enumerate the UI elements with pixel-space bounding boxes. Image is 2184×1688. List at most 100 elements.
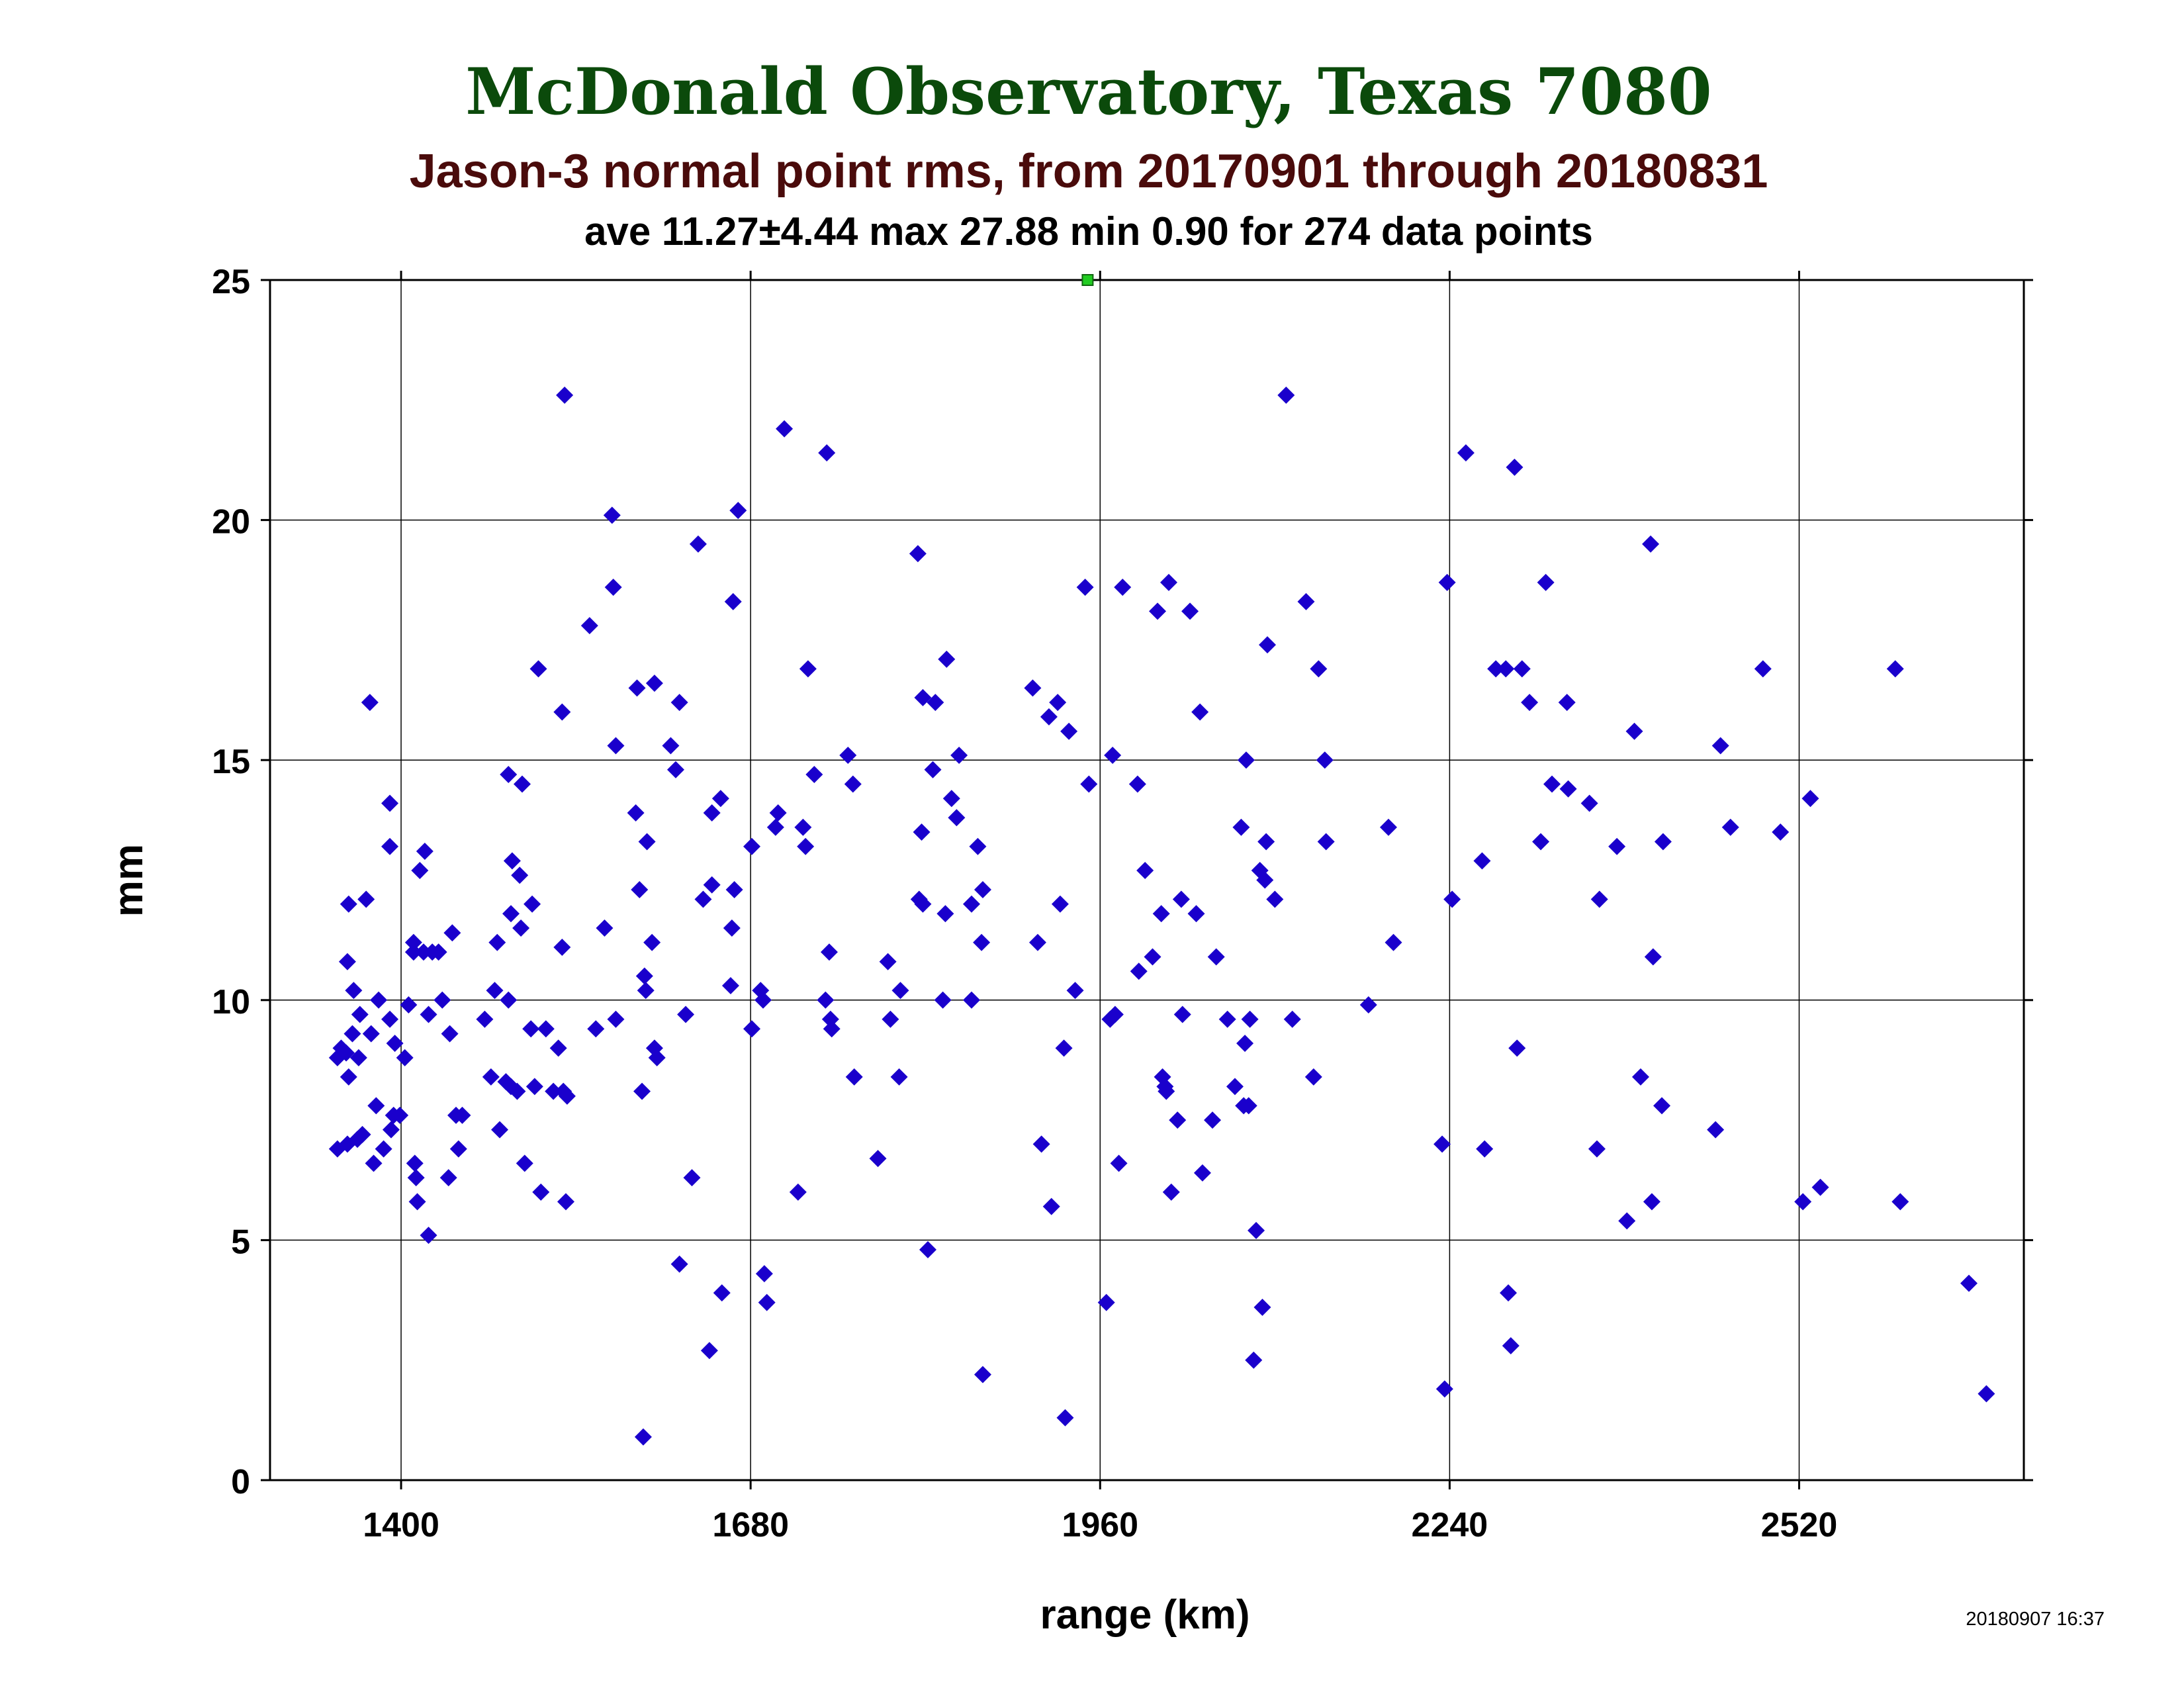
data-point [689, 535, 707, 553]
data-point [882, 1010, 899, 1028]
data-point [1060, 722, 1078, 740]
data-point [1080, 775, 1098, 793]
data-point [635, 967, 653, 985]
data-point [1283, 1010, 1301, 1028]
data-point [407, 1169, 425, 1187]
data-point [1304, 1068, 1322, 1086]
data-point [1642, 535, 1660, 553]
data-point [643, 933, 661, 951]
data-point [776, 420, 794, 438]
y-tick-label: 10 [212, 983, 250, 1021]
data-point [1754, 660, 1772, 678]
data-point [637, 982, 655, 1000]
data-point [414, 943, 432, 961]
data-point [666, 761, 684, 778]
chart-title: McDonald Observatory, Texas 7080 [465, 54, 1711, 129]
data-point [1558, 694, 1576, 712]
data-point [553, 939, 571, 957]
data-point [974, 1366, 991, 1383]
data-point [794, 818, 812, 836]
data-point [1794, 1193, 1812, 1211]
data-point [1162, 1183, 1180, 1201]
data-point [351, 1006, 369, 1023]
data-point [1236, 1035, 1254, 1053]
data-point [396, 1049, 414, 1066]
data-point [361, 694, 379, 712]
data-point [1317, 833, 1335, 851]
data-point [1257, 833, 1275, 851]
data-point [1240, 1097, 1257, 1115]
x-tick-label: 2240 [1412, 1506, 1488, 1544]
data-point [1056, 1409, 1074, 1427]
data-point [628, 679, 646, 697]
data-point [789, 1183, 807, 1201]
data-point [1241, 1010, 1259, 1028]
x-axis-label: range (km) [1040, 1592, 1250, 1638]
data-point [721, 977, 739, 995]
data-point [1114, 579, 1132, 596]
data-point [1181, 602, 1199, 620]
data-point [974, 881, 991, 899]
x-axis-tick-labels: 1400 1680 1960 2240 2520 [363, 1506, 1837, 1544]
y-axis-label: mm [106, 844, 152, 917]
data-point [416, 842, 433, 860]
data-point [381, 794, 399, 812]
data-point [1042, 1197, 1060, 1215]
data-point [1978, 1385, 1995, 1403]
data-point [799, 660, 817, 678]
data-point [805, 765, 823, 783]
data-point [1457, 444, 1475, 462]
data-point [1502, 1336, 1520, 1354]
plot-frame [269, 279, 2025, 1481]
data-point [488, 933, 506, 951]
data-point [1051, 895, 1069, 913]
data-point [936, 905, 954, 923]
data-point [950, 746, 968, 764]
data-point [1707, 1121, 1725, 1139]
data-point [1049, 694, 1067, 712]
data-point [914, 688, 932, 706]
data-point [1104, 746, 1122, 764]
data-point [386, 1035, 404, 1053]
data-point [1248, 1221, 1265, 1239]
data-point [724, 592, 742, 610]
data-point [587, 1020, 605, 1038]
data-point [1588, 1140, 1606, 1158]
data-point [553, 703, 571, 721]
outlier-marker [1081, 274, 1094, 286]
data-point [703, 804, 721, 821]
data-point [1618, 1212, 1636, 1230]
data-point [603, 506, 621, 524]
data-point [694, 890, 712, 908]
data-point [845, 1068, 863, 1086]
data-point [1128, 775, 1146, 793]
data-point [963, 895, 980, 913]
data-point [503, 852, 521, 870]
data-point [522, 1020, 540, 1038]
data-point [1537, 573, 1555, 591]
data-point [1259, 636, 1277, 654]
data-point [927, 694, 944, 712]
data-point [1631, 1068, 1649, 1086]
data-point [1473, 852, 1491, 870]
data-point [1625, 722, 1643, 740]
data-point [511, 867, 529, 884]
data-point [529, 660, 547, 678]
data-point [1266, 890, 1284, 908]
data-point [755, 1265, 773, 1283]
data-point [1160, 573, 1178, 591]
data-point [1435, 1380, 1453, 1398]
data-point [631, 881, 649, 899]
data-point [711, 790, 729, 808]
data-point [1643, 1193, 1661, 1211]
data-point [362, 1025, 380, 1043]
data-point [1801, 790, 1819, 808]
data-point [381, 837, 399, 855]
data-point [890, 1068, 908, 1086]
data-point [818, 444, 836, 462]
data-point [1608, 837, 1626, 855]
data-point [1500, 1284, 1518, 1302]
timestamp: 20180907 16:37 [1966, 1609, 2105, 1630]
data-point [1152, 905, 1170, 923]
